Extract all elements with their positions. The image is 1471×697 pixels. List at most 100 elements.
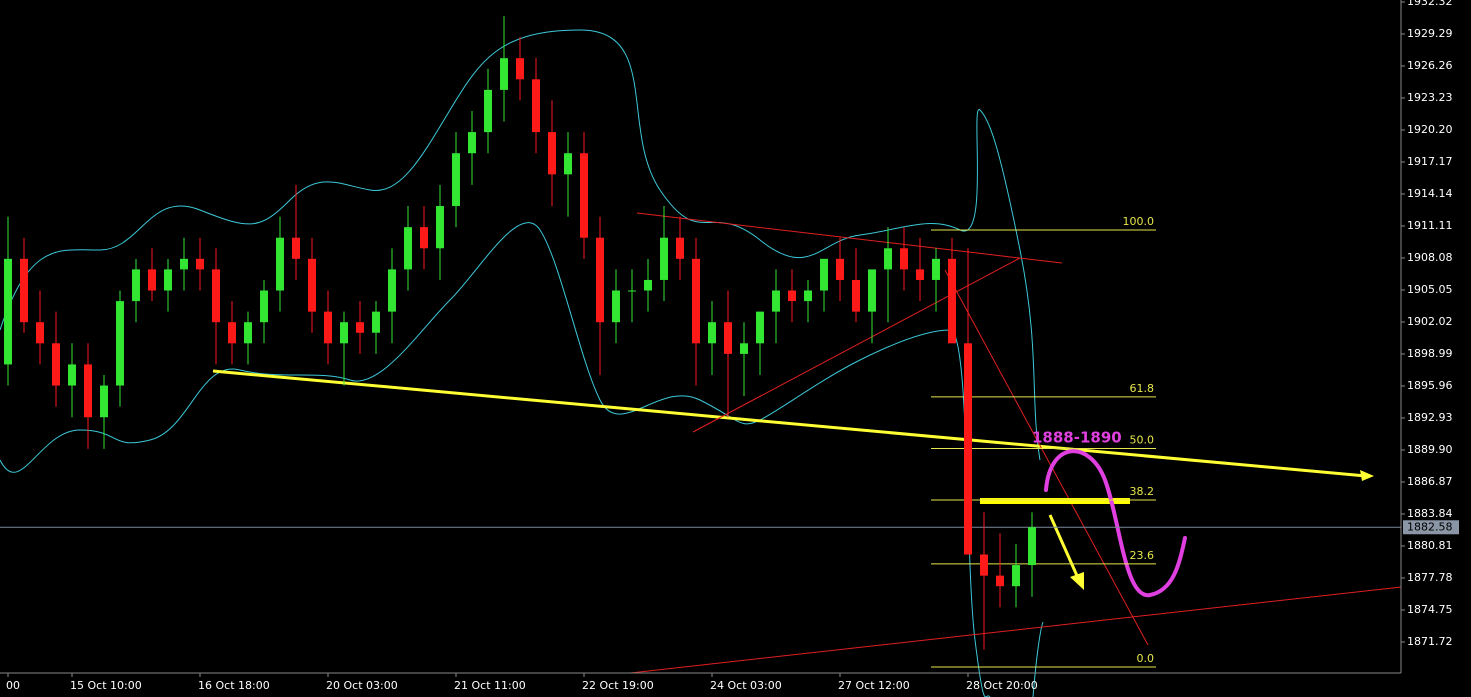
- candle-body: [596, 237, 604, 323]
- candle-body: [788, 290, 796, 302]
- candle-body: [244, 322, 252, 344]
- candle-body: [4, 258, 12, 365]
- candle-body: [820, 258, 828, 291]
- candle-body: [20, 258, 28, 323]
- y-tick-label: 1905.05: [1407, 283, 1453, 296]
- candle-body: [948, 258, 956, 344]
- candle-body: [468, 132, 476, 154]
- trend-line: [212, 369, 1367, 478]
- candle-body: [900, 248, 908, 270]
- y-tick-label: 1923.23: [1407, 91, 1453, 104]
- y-tick-label: 1908.08: [1407, 251, 1453, 264]
- y-tick-label: 1892.93: [1407, 411, 1453, 424]
- fib-label: 61.8: [1130, 382, 1155, 395]
- candle-body: [196, 258, 204, 270]
- candle-body: [276, 237, 284, 291]
- candle-body: [996, 575, 1004, 587]
- x-tick-label: 20 Oct 03:00: [326, 679, 398, 692]
- candle-body: [756, 311, 764, 344]
- candle-body: [772, 290, 780, 312]
- candle-body: [612, 290, 620, 323]
- candle-body: [836, 258, 844, 280]
- y-tick-label: 1917.17: [1407, 155, 1453, 168]
- candle-body: [292, 237, 300, 259]
- fib-label: 23.6: [1130, 549, 1155, 562]
- candle-body: [308, 258, 316, 312]
- y-tick-label: 1883.84: [1407, 507, 1453, 520]
- candle-body: [324, 311, 332, 344]
- fib-label: 50.0: [1130, 433, 1155, 446]
- x-tick-label: 15 Oct 10:00: [70, 679, 142, 692]
- y-tick-label: 1920.20: [1407, 123, 1453, 136]
- candle-body: [164, 269, 172, 291]
- candle-body: [228, 322, 236, 344]
- candle-body: [420, 227, 428, 249]
- candle-body: [964, 343, 972, 555]
- y-tick-label: 1929.29: [1407, 27, 1453, 40]
- trend-line: [944, 269, 1149, 646]
- trend-line: [692, 257, 1021, 433]
- candle-body: [564, 153, 572, 175]
- y-tick-label: 1926.26: [1407, 59, 1453, 72]
- y-tick-label: 1889.90: [1407, 443, 1453, 456]
- y-tick-label: 1886.87: [1407, 475, 1453, 488]
- candle-body: [116, 301, 124, 386]
- candle-body: [36, 322, 44, 344]
- y-tick-label: 1871.72: [1407, 635, 1453, 648]
- arrow: [1048, 514, 1080, 579]
- arrow-head: [1070, 572, 1084, 590]
- y-tick-label: 1898.99: [1407, 347, 1453, 360]
- candle-body: [132, 269, 140, 302]
- trend-line: [636, 212, 1063, 264]
- candle-body: [500, 58, 508, 90]
- overlay: [0, 29, 1402, 697]
- candle-body: [852, 279, 860, 312]
- candle-body: [884, 248, 892, 270]
- candle-body: [1012, 565, 1020, 587]
- candle-body: [404, 227, 412, 270]
- candle-body: [100, 385, 108, 418]
- candle-body: [580, 153, 588, 238]
- candle-body: [708, 322, 716, 344]
- projection-curve: [1044, 449, 1187, 598]
- candle-body: [148, 269, 156, 291]
- candle-body: [372, 311, 380, 333]
- candle-body: [676, 237, 684, 259]
- candle-body: [388, 269, 396, 312]
- candle-body: [724, 322, 732, 354]
- x-tick-label: 27 Oct 12:00: [838, 679, 910, 692]
- candle-body: [916, 269, 924, 280]
- candle-body: [260, 290, 268, 323]
- candle-body: [644, 279, 652, 291]
- candle-body: [516, 58, 524, 80]
- x-tick-label: 24 Oct 03:00: [710, 679, 782, 692]
- candle-body: [804, 290, 812, 302]
- bollinger-upper: [0, 29, 1041, 461]
- x-tick-label: 28 Oct 20:00: [966, 679, 1038, 692]
- candle-body: [452, 153, 460, 207]
- x-tick-label: 00: [6, 679, 20, 692]
- y-tick-label: 1874.75: [1407, 603, 1453, 616]
- trend-line: [629, 586, 1402, 674]
- y-tick-label: 1895.96: [1407, 379, 1453, 392]
- candle-body: [212, 269, 220, 323]
- bollinger-lower: [0, 222, 1044, 697]
- candle-body: [548, 132, 556, 175]
- fib-label: 38.2: [1130, 485, 1155, 498]
- candle-body: [660, 237, 668, 280]
- y-tick-label: 1877.78: [1407, 571, 1453, 584]
- price-label: 1882.58: [1407, 520, 1453, 533]
- candle-body: [932, 258, 940, 280]
- candle-body: [356, 322, 364, 333]
- candle-body: [180, 258, 188, 270]
- annotation: 1888-1890: [1032, 429, 1122, 447]
- y-tick-label: 1911.11: [1407, 219, 1453, 232]
- candle-body: [868, 269, 876, 312]
- candle-body: [532, 79, 540, 133]
- x-tick-label: 22 Oct 19:00: [582, 679, 654, 692]
- candle-body: [436, 206, 444, 249]
- candle-body: [1028, 527, 1036, 566]
- candle-body: [628, 290, 636, 292]
- fib-label: 100.0: [1123, 215, 1155, 228]
